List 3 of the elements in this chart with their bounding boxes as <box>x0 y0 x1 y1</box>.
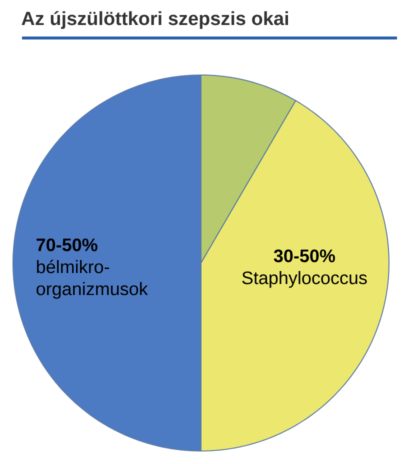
slice-label: 70-50% bélmikro-organizmusok <box>36 238 148 299</box>
chart-title: Az újszülöttkori szepszis okai <box>22 11 288 29</box>
slice-label: 30-50% Staphylococcus <box>242 249 367 288</box>
